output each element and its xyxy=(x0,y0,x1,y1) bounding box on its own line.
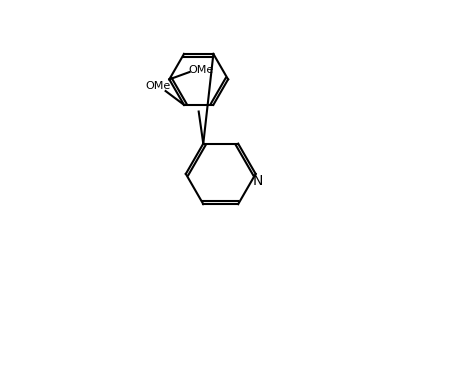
Text: OMe: OMe xyxy=(146,81,171,92)
Text: N: N xyxy=(252,174,262,188)
Text: OMe: OMe xyxy=(189,65,214,75)
